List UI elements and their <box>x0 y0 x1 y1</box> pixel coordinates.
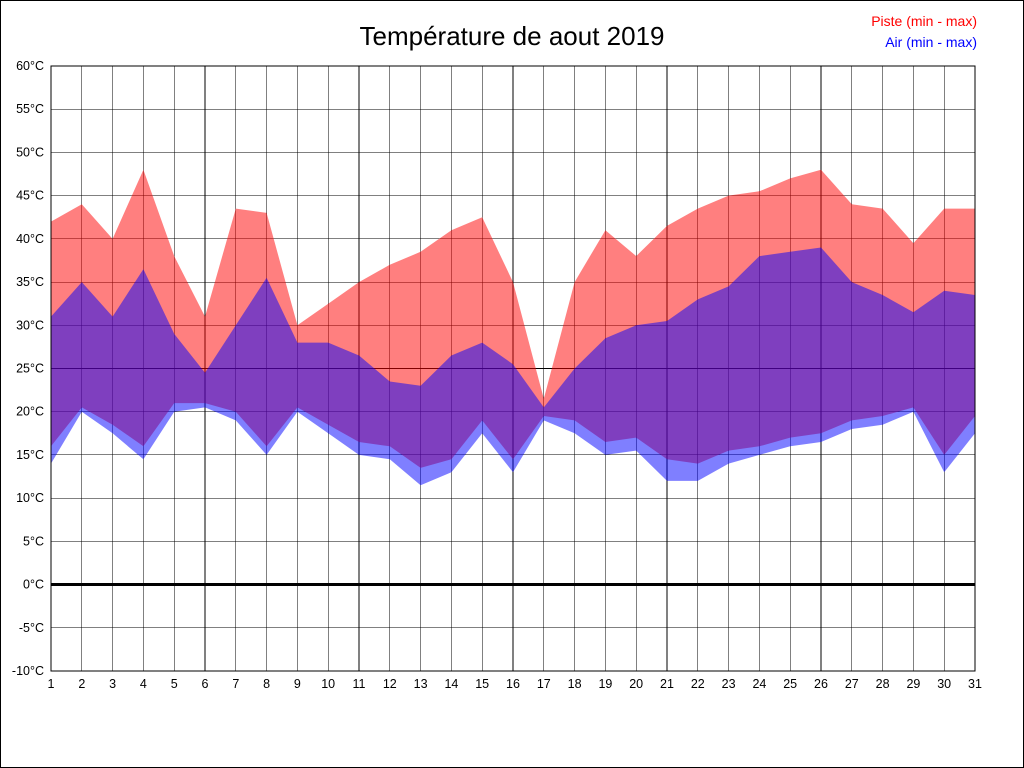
svg-text:17: 17 <box>537 677 551 691</box>
svg-text:31: 31 <box>968 677 982 691</box>
svg-text:6: 6 <box>202 677 209 691</box>
svg-text:23: 23 <box>722 677 736 691</box>
svg-text:35°C: 35°C <box>16 275 44 289</box>
svg-text:5: 5 <box>171 677 178 691</box>
svg-text:-5°C: -5°C <box>19 621 44 635</box>
svg-text:14: 14 <box>444 677 458 691</box>
svg-text:27: 27 <box>845 677 859 691</box>
svg-text:11: 11 <box>353 677 366 691</box>
svg-text:30: 30 <box>937 677 951 691</box>
svg-text:28: 28 <box>876 677 890 691</box>
svg-text:21: 21 <box>660 677 674 691</box>
svg-text:30°C: 30°C <box>16 318 44 332</box>
svg-text:20°C: 20°C <box>16 405 44 419</box>
svg-text:19: 19 <box>598 677 612 691</box>
legend-item-piste: Piste (min - max) <box>871 13 977 29</box>
svg-text:18: 18 <box>568 677 582 691</box>
svg-text:45°C: 45°C <box>16 189 44 203</box>
svg-text:9: 9 <box>294 677 301 691</box>
svg-text:22: 22 <box>691 677 705 691</box>
legend-item-air: Air (min - max) <box>885 34 977 50</box>
svg-text:13: 13 <box>414 677 428 691</box>
svg-text:24: 24 <box>752 677 766 691</box>
svg-text:55°C: 55°C <box>16 102 44 116</box>
svg-text:1: 1 <box>48 677 55 691</box>
svg-text:29: 29 <box>906 677 920 691</box>
svg-text:15: 15 <box>475 677 489 691</box>
svg-text:-10°C: -10°C <box>12 664 44 678</box>
svg-text:15°C: 15°C <box>16 448 44 462</box>
svg-text:4: 4 <box>140 677 147 691</box>
svg-text:16: 16 <box>506 677 520 691</box>
svg-text:26: 26 <box>814 677 828 691</box>
legend: Piste (min - max) Air (min - max) <box>871 11 977 53</box>
svg-text:2: 2 <box>78 677 85 691</box>
svg-text:50°C: 50°C <box>16 145 44 159</box>
page-title: Température de aout 2019 <box>359 21 665 51</box>
svg-text:60°C: 60°C <box>16 59 44 73</box>
svg-text:7: 7 <box>232 677 239 691</box>
svg-text:5°C: 5°C <box>23 534 44 548</box>
svg-text:10: 10 <box>321 677 335 691</box>
svg-text:3: 3 <box>109 677 116 691</box>
svg-text:25°C: 25°C <box>16 362 44 376</box>
svg-text:0°C: 0°C <box>23 578 44 592</box>
svg-text:12: 12 <box>383 677 397 691</box>
svg-text:40°C: 40°C <box>16 232 44 246</box>
svg-text:8: 8 <box>263 677 270 691</box>
svg-text:25: 25 <box>783 677 797 691</box>
svg-text:10°C: 10°C <box>16 491 44 505</box>
svg-text:20: 20 <box>629 677 643 691</box>
